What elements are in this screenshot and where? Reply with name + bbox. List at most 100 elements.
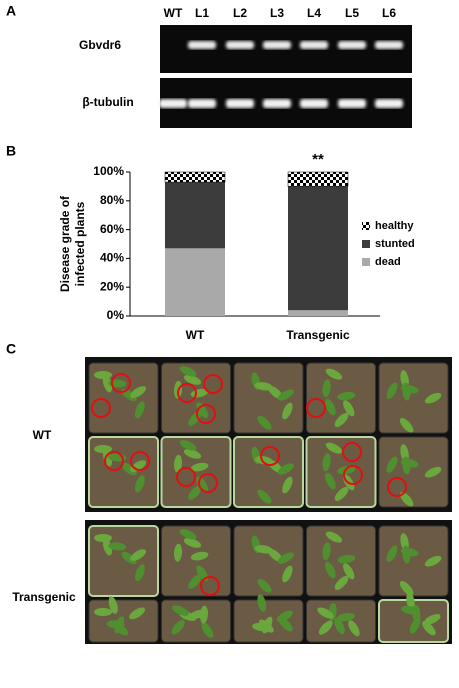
- leaf: [334, 617, 345, 635]
- leaf: [406, 592, 415, 611]
- y-axis-label: Disease grade of: [58, 195, 72, 292]
- gene-label: β-tubulin: [82, 95, 133, 109]
- leaf: [254, 456, 273, 465]
- leaf: [337, 554, 356, 564]
- leaf: [337, 612, 355, 622]
- lane-label: L6: [382, 6, 396, 20]
- marker-circle: [111, 373, 131, 393]
- pot: [161, 362, 231, 434]
- leaf: [257, 489, 272, 504]
- bar-segment: [164, 171, 226, 183]
- leaf: [399, 492, 414, 507]
- leaf: [282, 476, 293, 494]
- bar-segment: [288, 186, 348, 311]
- x-tick-label: Transgenic: [286, 328, 350, 342]
- leaf: [282, 565, 293, 583]
- y-axis-label: infected plants: [73, 201, 87, 286]
- leaf: [412, 604, 421, 623]
- leaf: [322, 379, 331, 398]
- lane-label: L5: [345, 6, 359, 20]
- pot: [378, 362, 449, 434]
- leaf: [277, 463, 294, 475]
- gene-label: Gbvdr6: [79, 38, 121, 52]
- y-tick-label: 0%: [107, 308, 125, 322]
- marker-circle: [343, 465, 363, 485]
- leaf: [325, 472, 336, 490]
- leaf: [322, 453, 331, 472]
- leaf: [130, 549, 147, 561]
- leaf: [334, 486, 349, 501]
- leaf: [257, 594, 267, 612]
- leaf: [399, 418, 414, 433]
- leaf: [183, 538, 202, 548]
- band: [338, 99, 366, 108]
- leaf: [343, 563, 355, 580]
- band: [263, 41, 291, 49]
- leaf: [196, 402, 209, 419]
- leaf: [121, 551, 137, 565]
- band: [226, 41, 254, 49]
- y-tick-label: 40%: [100, 251, 124, 265]
- leaf: [121, 462, 137, 476]
- leaf: [325, 368, 343, 380]
- leaf: [402, 456, 411, 475]
- legend-swatch: [362, 222, 370, 230]
- leaf: [422, 621, 436, 636]
- pot: [378, 525, 449, 597]
- marker-circle: [306, 398, 326, 418]
- leaf: [102, 375, 113, 393]
- band: [188, 41, 216, 49]
- leaf: [257, 578, 272, 593]
- lane-label: WT: [164, 6, 183, 20]
- pot: [378, 436, 449, 508]
- leaf: [424, 555, 442, 567]
- marker-circle: [104, 451, 124, 471]
- leaf: [190, 609, 208, 619]
- photo: [85, 520, 452, 644]
- legend-label: healthy: [375, 220, 414, 232]
- band: [375, 99, 403, 108]
- leaf: [277, 389, 294, 401]
- bar-segment: [165, 248, 225, 316]
- leaf: [337, 391, 356, 401]
- leaf: [252, 622, 271, 632]
- leaf: [386, 382, 398, 399]
- leaf: [179, 366, 197, 377]
- band: [300, 41, 328, 49]
- legend-label: stunted: [375, 238, 415, 250]
- band: [159, 99, 187, 108]
- y-tick-label: 100%: [93, 164, 124, 178]
- leaf: [134, 564, 145, 582]
- leaf: [318, 620, 333, 635]
- annotation: **: [312, 151, 324, 168]
- bar-segment: [165, 182, 225, 249]
- leaf: [334, 575, 349, 590]
- marker-circle: [196, 404, 216, 424]
- leaf: [257, 415, 272, 430]
- marker-circle: [177, 383, 197, 403]
- leaf: [402, 545, 411, 564]
- marker-circle: [387, 477, 407, 497]
- band: [188, 99, 216, 108]
- leaf: [134, 401, 145, 419]
- legend-swatch: [362, 240, 370, 248]
- lane-label: L2: [233, 6, 247, 20]
- marker-circle: [342, 442, 362, 462]
- leaf: [325, 561, 336, 579]
- leaf: [94, 534, 112, 542]
- leaf: [129, 607, 146, 620]
- marker-circle: [176, 467, 196, 487]
- leaf: [254, 382, 273, 391]
- leaf: [188, 411, 202, 426]
- bar-segment: [287, 171, 349, 187]
- pot: [161, 599, 231, 643]
- leaf: [190, 462, 209, 472]
- leaf: [325, 531, 343, 543]
- leaf: [188, 574, 202, 589]
- band: [375, 41, 403, 49]
- group-label: WT: [33, 428, 52, 442]
- leaf: [282, 402, 293, 420]
- leaf: [94, 371, 112, 379]
- leaf: [183, 375, 202, 385]
- photo: [85, 357, 452, 512]
